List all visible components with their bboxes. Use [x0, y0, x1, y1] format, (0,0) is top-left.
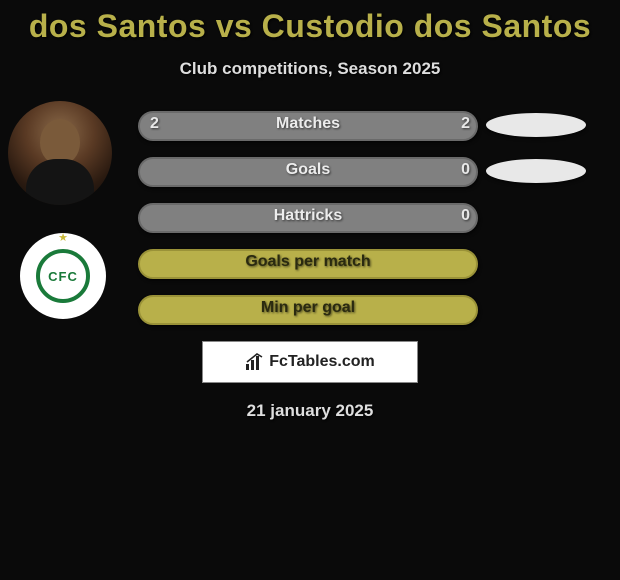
page-title: dos Santos vs Custodio dos Santos: [0, 0, 620, 45]
chart-icon: [245, 353, 265, 371]
brand-text: FcTables.com: [269, 353, 375, 371]
stat-row: Min per goal: [138, 295, 598, 325]
stat-label: Min per goal: [138, 299, 478, 317]
brand-box: FcTables.com: [202, 341, 418, 383]
stat-label: Matches: [138, 115, 478, 133]
stat-right-value: 2: [461, 115, 470, 133]
stat-row: Goals per match: [138, 249, 598, 279]
stat-row: Hattricks0: [138, 203, 598, 233]
stat-bars: Matches22Goals0Hattricks0Goals per match…: [138, 111, 598, 325]
player2-club-crest: ★ CFC: [20, 233, 106, 319]
date-label: 21 january 2025: [0, 401, 620, 421]
crest-star-icon: ★: [58, 231, 68, 244]
stat-label: Hattricks: [138, 207, 478, 225]
stat-oval: [486, 159, 586, 183]
comparison-content: ★ CFC Matches22Goals0Hattricks0Goals per…: [0, 111, 620, 325]
subtitle: Club competitions, Season 2025: [0, 59, 620, 79]
stat-label: Goals: [138, 161, 478, 179]
stat-row: Matches2 2: [138, 111, 598, 141]
stat-row: Goals0: [138, 157, 598, 187]
stat-oval: [486, 113, 586, 137]
stat-right-value: 0: [461, 161, 470, 179]
stat-left-value: 2: [150, 115, 159, 133]
stat-right-value: 0: [461, 207, 470, 225]
stat-label: Goals per match: [138, 253, 478, 271]
player1-avatar: [8, 101, 112, 205]
crest-ring: CFC: [36, 249, 90, 303]
crest-text: CFC: [48, 269, 78, 284]
avatar-column: ★ CFC: [8, 101, 118, 319]
